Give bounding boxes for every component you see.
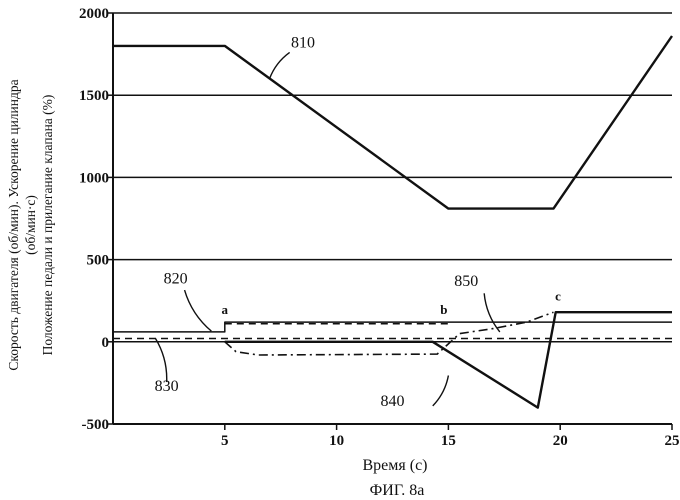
y-axis-label-line-3: Положение педали и прилегание клапана (%… xyxy=(40,95,55,356)
x-axis-label: Время (с) xyxy=(362,457,427,474)
reference-label-820: 820 xyxy=(164,270,188,287)
reference-label-810: 810 xyxy=(291,35,315,52)
leader-line xyxy=(270,52,290,78)
x-tick-label: 20 xyxy=(553,433,568,449)
y-axis-label-line-1: Скорость двигателя (об/мин). Ускорение ц… xyxy=(6,79,21,370)
series-line-850 xyxy=(225,312,554,355)
y-axis-label-line-2: (об/мин·с) xyxy=(23,195,38,255)
x-tick-label: 25 xyxy=(665,433,680,449)
y-tick-label: 2000 xyxy=(79,6,109,22)
reference-label-850: 850 xyxy=(454,273,478,290)
leader-line xyxy=(155,339,166,383)
leader-line xyxy=(484,293,500,332)
grid-lines xyxy=(113,13,672,424)
marker-a: a xyxy=(222,302,229,317)
y-tick-label: 1500 xyxy=(79,88,109,104)
y-tick-label: 1000 xyxy=(79,170,109,186)
series-line-820 xyxy=(113,322,672,332)
leader-line xyxy=(185,290,212,331)
axes xyxy=(107,13,672,430)
x-tick-label: 5 xyxy=(221,433,229,449)
series-line-840 xyxy=(225,312,672,407)
y-tick-label: 500 xyxy=(87,253,110,269)
x-tick-label: 10 xyxy=(329,433,344,449)
x-tick-label: 15 xyxy=(441,433,456,449)
figure-caption: ФИГ. 8а xyxy=(370,482,425,499)
reference-label-830: 830 xyxy=(155,378,179,395)
y-tick-label: 0 xyxy=(102,335,110,351)
marker-b: b xyxy=(440,302,447,317)
y-tick-label: -500 xyxy=(82,417,110,433)
annotations: 810 820 830 840 850 a b c xyxy=(155,35,561,410)
series-lines xyxy=(113,36,672,408)
chart: 810 820 830 840 850 a b c -500 0 500 1000 1500 2000 5… xyxy=(0,0,680,500)
series-line-810 xyxy=(113,36,672,209)
leader-line xyxy=(433,376,449,406)
reference-label-840: 840 xyxy=(381,393,405,410)
marker-c: c xyxy=(555,289,561,304)
